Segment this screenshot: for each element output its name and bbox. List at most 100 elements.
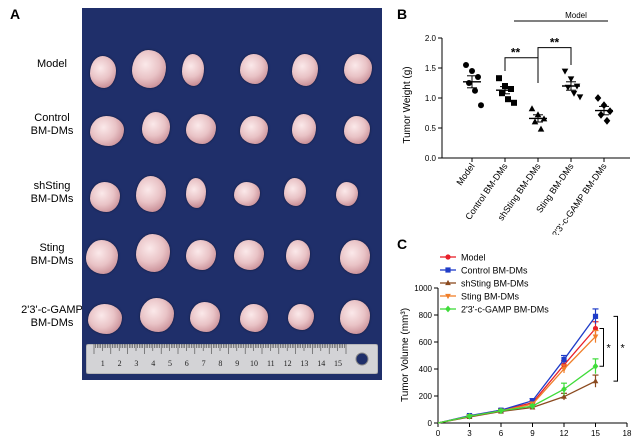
data-point [445, 305, 451, 313]
data-point [531, 118, 539, 125]
tumor [344, 54, 372, 84]
ruler-number: 15 [334, 359, 342, 368]
data-point [472, 87, 478, 94]
row-label-cgamp: 2'3'-c-GAMP BM-DMs [21, 304, 83, 329]
x-tick-label: 3 [467, 429, 472, 438]
tumor [140, 298, 174, 332]
panel-label-a: A [10, 6, 21, 22]
data-point [445, 293, 451, 300]
data-point [502, 83, 508, 89]
ruler-number: 4 [151, 359, 155, 368]
ruler-number: 12 [284, 359, 292, 368]
data-point [529, 402, 536, 410]
significance-bracket [504, 57, 539, 83]
data-point [475, 74, 481, 80]
data-point [570, 90, 578, 97]
data-point [445, 267, 451, 273]
ruler-number: 11 [267, 359, 275, 368]
ruler-number: 8 [218, 359, 222, 368]
significance-label: * [607, 342, 612, 354]
x-tick-label: 12 [560, 429, 569, 438]
ruler-number: 10 [250, 359, 258, 368]
tumor [186, 114, 216, 144]
x-tick-label: 18 [623, 429, 632, 438]
tumor [292, 114, 316, 144]
y-tick-label: 800 [419, 311, 433, 320]
tumor [142, 112, 170, 144]
ruler-number: 14 [317, 359, 325, 368]
y-tick-label: 2.0 [425, 34, 437, 43]
data-point [561, 385, 567, 393]
data-point [534, 111, 542, 118]
tumor [288, 304, 314, 330]
significance-bracket [613, 315, 618, 382]
tumor [340, 300, 370, 334]
y-tick-label: 1000 [414, 284, 432, 293]
y-axis-label: Tumor Weight (g) [402, 66, 413, 143]
tumor [286, 240, 310, 270]
tumor [86, 240, 118, 274]
data-point [445, 279, 451, 286]
data-point [529, 398, 536, 404]
significance-label: * [621, 342, 626, 354]
y-tick-label: 400 [419, 365, 433, 374]
significance-bracket [537, 47, 572, 77]
data-point [561, 393, 567, 399]
data-point [561, 68, 569, 75]
legend-label: shSting BM-DMs [461, 279, 529, 289]
y-tick-label: 0.0 [425, 154, 437, 163]
ruler-number: 2 [118, 359, 122, 368]
tumor [344, 116, 370, 144]
data-point [508, 86, 514, 92]
significance-label: ** [511, 46, 521, 60]
data-point [594, 94, 602, 102]
tumor [336, 182, 358, 206]
data-point [466, 412, 473, 420]
ruler-number: 7 [202, 359, 206, 368]
tumor [240, 54, 268, 84]
data-point [592, 313, 599, 319]
significance-bracket [599, 328, 604, 367]
row-label-model: Model [37, 58, 67, 70]
ruler-number: 9 [235, 359, 239, 368]
tumor [186, 240, 216, 270]
row-label-shsting: shSting BM-DMs [30, 180, 74, 205]
x-tick-label: 0 [436, 429, 441, 438]
tumor [88, 304, 122, 334]
tumor [240, 304, 268, 332]
data-point [592, 378, 599, 384]
ruler: 1 2 3 4 5 6 7 8 9 10 11 12 13 14 15 [86, 344, 378, 374]
data-point [567, 76, 575, 83]
ruler-number: 3 [134, 359, 138, 368]
data-point [592, 334, 599, 340]
x-tick-label: Model [454, 161, 476, 187]
legend-label: Model [461, 253, 486, 263]
legend-label: Sting BM-DMs [461, 292, 520, 302]
series-line [437, 365, 596, 424]
data-point [445, 254, 451, 260]
tumor [292, 54, 318, 86]
ruler-number: 6 [185, 359, 189, 368]
data-point [561, 366, 567, 373]
tumor [132, 50, 166, 88]
x-tick-label: 15 [591, 429, 600, 438]
data-point [576, 94, 584, 101]
series-line [437, 380, 596, 424]
ruler-number: 5 [168, 359, 172, 368]
y-tick-label: 1.0 [425, 94, 437, 103]
data-point [463, 62, 469, 68]
y-tick-label: 0.5 [425, 124, 437, 133]
tumor [136, 234, 170, 272]
ruler-number: 13 [300, 359, 308, 368]
data-point [499, 90, 505, 97]
tumor [234, 240, 264, 270]
x-tick-label: 6 [499, 429, 504, 438]
legend-label: Control BM-DMs [461, 266, 528, 276]
y-tick-label: 1.5 [425, 64, 437, 73]
data-point [498, 407, 504, 415]
tumor [190, 302, 220, 332]
y-tick-label: 600 [419, 338, 433, 347]
tumor [186, 178, 206, 208]
data-point [496, 75, 502, 82]
data-point [603, 116, 611, 125]
